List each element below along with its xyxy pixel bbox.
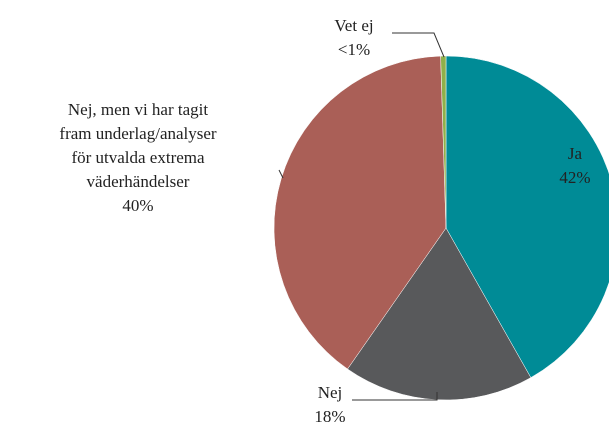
pie-slice [347, 227, 532, 401]
leader-line [392, 32, 445, 58]
value-label: 42% [559, 168, 591, 187]
slice-label: Nej 18% [314, 381, 345, 429]
category-name: Vet ej [334, 16, 374, 35]
slice-label: Ja 42% [559, 142, 590, 190]
category-name: Nej [317, 383, 343, 402]
pie-slice [445, 55, 609, 378]
value-label: 40% [122, 196, 154, 215]
slice-label: Vet ej <1% [334, 14, 373, 62]
category-name: Ja [567, 144, 583, 163]
leader-line [352, 392, 438, 401]
category-name: Nej, men vi har tagit fram underlag/anal… [59, 100, 217, 191]
slice-label: Nej, men vi har tagit fram underlag/anal… [59, 98, 216, 218]
value-label: <1% [337, 40, 371, 59]
leader-line [278, 169, 284, 179]
slices [273, 55, 609, 401]
value-label: 18% [314, 407, 346, 426]
pie-slice [273, 55, 447, 370]
